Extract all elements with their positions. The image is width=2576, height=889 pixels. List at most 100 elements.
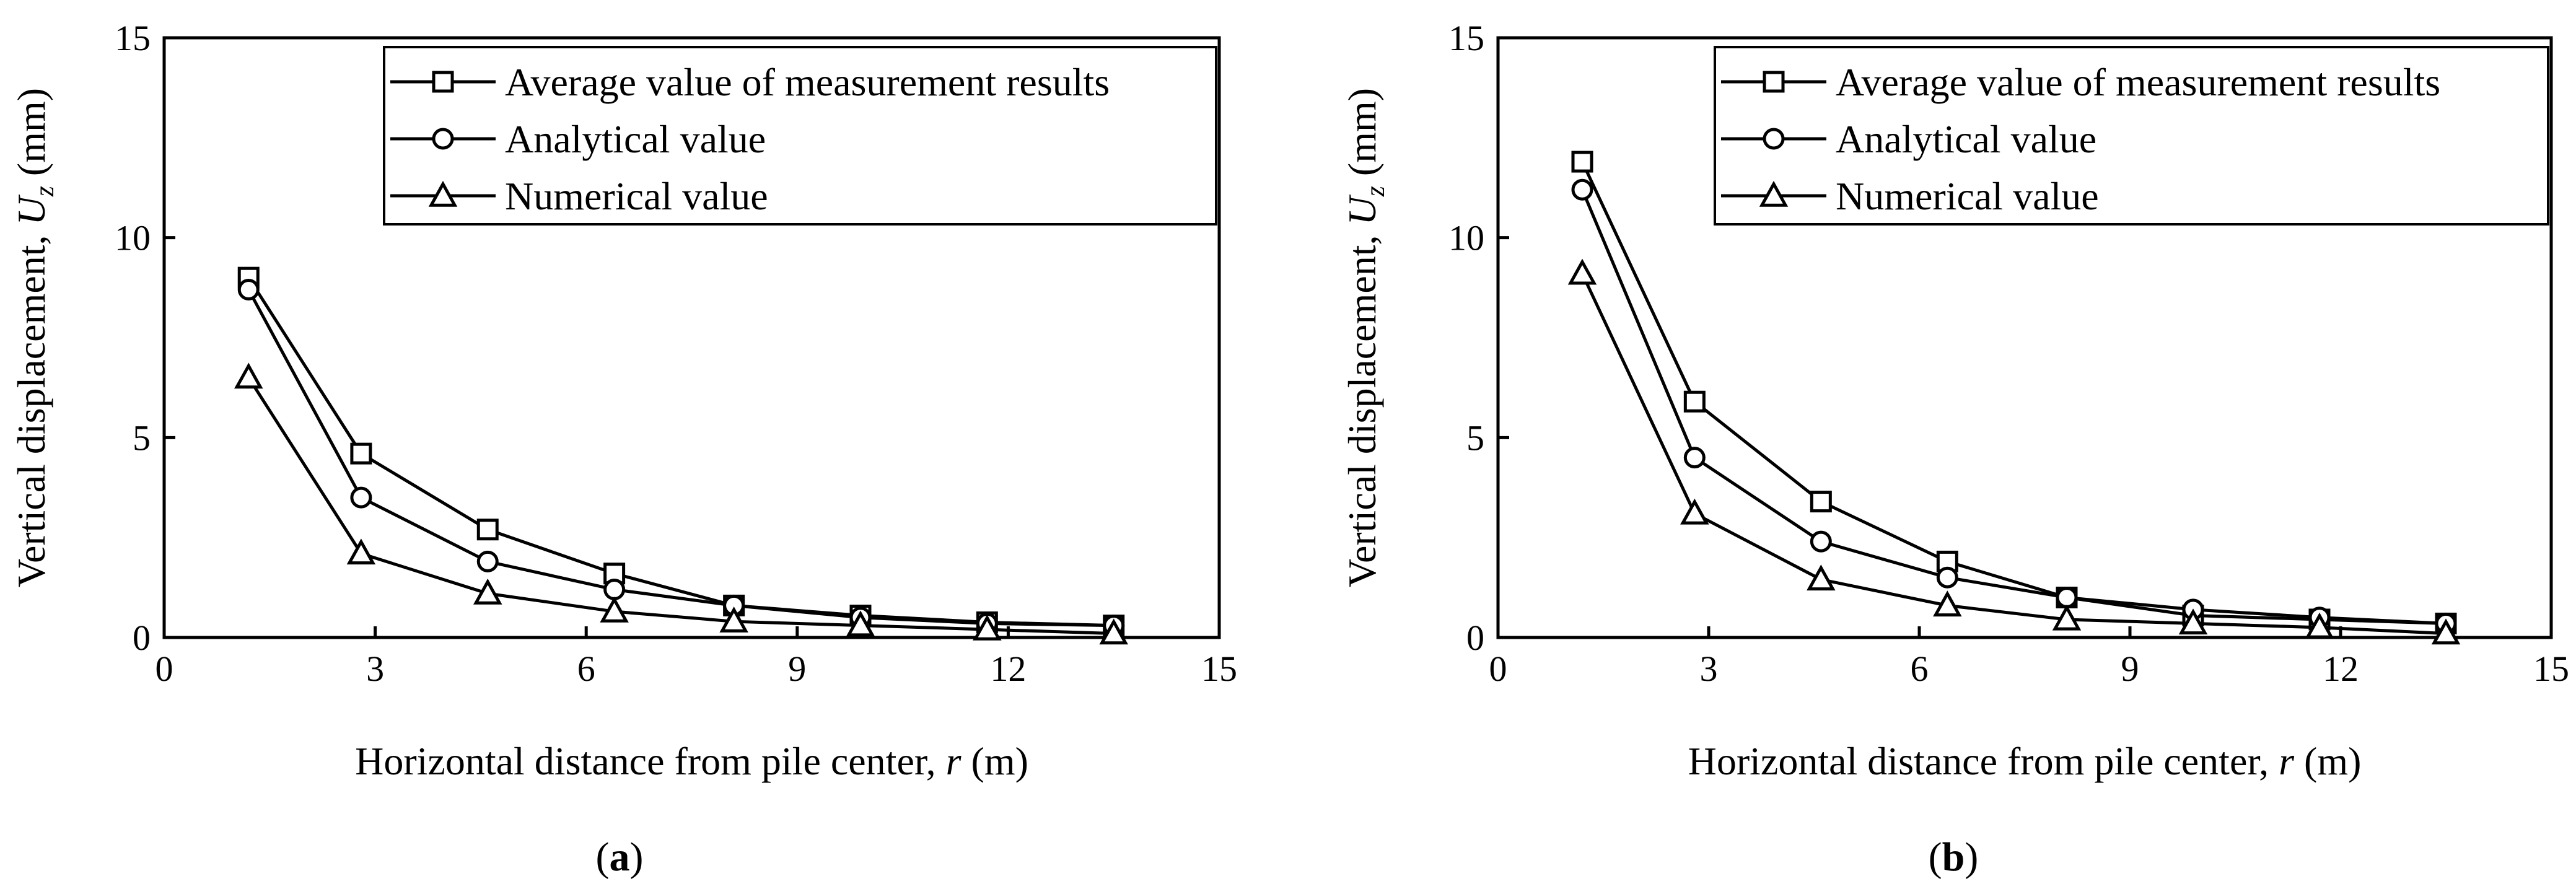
data-point-circle (476, 550, 499, 572)
panel-label-close: ) (1965, 834, 1978, 880)
y-tick-label: 15 (115, 18, 151, 58)
data-point-triangle (2305, 612, 2334, 639)
y-axis-label-unit: (mm) (9, 88, 53, 186)
y-axis-label-sub: z (29, 186, 59, 197)
series-line-square (247, 276, 1114, 628)
y-axis-label-unit: (mm) (1340, 88, 1384, 186)
legend-marker-square (432, 71, 454, 93)
data-point-square (1571, 151, 1593, 173)
x-axis-label-var: r (946, 739, 962, 783)
data-point-triangle (234, 362, 263, 389)
panel-a: 0 3 6 9 12 15 0 5 10 15 Horizontal distance from p… (9, 18, 1237, 880)
y-axis-label: Vertical displacement, Uz (mm) (1340, 88, 1390, 587)
data-point-triangle (1099, 618, 1128, 645)
data-point-circle (1936, 566, 1958, 589)
legend-marker-triangle (1759, 180, 1789, 207)
y-axis-label-main: Vertical displacement, (1340, 225, 1384, 587)
legend-label: Numerical value (505, 174, 768, 218)
legend-box (1714, 46, 2549, 226)
data-point-circle (1571, 178, 1593, 201)
y-tick-label: 0 (1466, 618, 1484, 658)
y-axis-label-sub: z (1360, 186, 1390, 197)
y-tick-label: 5 (1466, 418, 1484, 458)
x-axis-label-main: Horizontal distance from pile center, (1688, 739, 2279, 783)
data-point-triangle (473, 578, 502, 605)
series-line-circle (1580, 189, 2447, 625)
y-tick-label: 0 (133, 618, 151, 658)
legend-label: Analytical value (505, 117, 766, 161)
data-point-circle (350, 486, 372, 509)
x-tick-label: 9 (788, 649, 806, 689)
legend-marker-triangle (428, 180, 458, 207)
y-tick-label: 15 (1448, 18, 1484, 58)
data-point-triangle (346, 538, 376, 565)
legend-label: Numerical value (1836, 174, 2099, 218)
x-tick-label: 6 (577, 649, 595, 689)
data-point-triangle (1680, 498, 1709, 525)
data-point-square (350, 442, 372, 465)
x-tick-label: 3 (1700, 649, 1718, 689)
legend-marker-circle (1763, 128, 1785, 150)
y-tick-label: 10 (1448, 218, 1484, 258)
data-point-square (1810, 491, 1832, 513)
x-axis-label-main: Horizontal distance from pile center, (355, 739, 946, 783)
x-axis-label-var: r (2279, 739, 2295, 783)
panel-label: (b) (1929, 834, 1979, 880)
data-point-square (476, 519, 499, 541)
plot-frame (162, 36, 1221, 639)
data-point-triangle (1567, 258, 1597, 285)
plot-frame (1496, 36, 2553, 639)
series-line-triangle (1580, 273, 2447, 636)
data-point-circle (1683, 447, 1706, 469)
x-tick-label: 12 (990, 649, 1026, 689)
data-point-triangle (2052, 604, 2082, 631)
x-axis-label-unit: (m) (962, 739, 1028, 783)
panel-label-letter: b (1942, 834, 1965, 880)
legend-label: Average value of measurement results (505, 60, 1110, 104)
legend-box (383, 46, 1217, 226)
x-axis-label: Horizontal distance from pile center, r … (355, 739, 1028, 783)
y-axis-label-var: U (9, 194, 53, 225)
data-point-triangle (719, 607, 748, 633)
x-tick-label: 15 (2533, 649, 2569, 689)
x-tick-label: 9 (2121, 649, 2139, 689)
data-point-circle (237, 279, 260, 301)
data-point-square (1683, 390, 1706, 413)
y-axis-label-var: U (1340, 194, 1384, 225)
panel-b: 0 3 6 9 12 15 0 5 10 15 Horizontal distance from p… (1340, 18, 2569, 880)
data-point-triangle (1807, 564, 1836, 591)
y-tick-label: 10 (115, 218, 151, 258)
legend-marker-square (1763, 71, 1785, 93)
x-axis-label: Horizontal distance from pile center, r … (1688, 739, 2362, 783)
series-line-circle (247, 289, 1114, 628)
data-point-triangle (1933, 590, 1962, 617)
y-tick-label: 5 (133, 418, 151, 458)
series-line-triangle (247, 377, 1114, 636)
legend-label: Analytical value (1836, 117, 2096, 161)
panel-label-close: ) (630, 834, 644, 880)
series-line-square (1580, 160, 2447, 625)
panel-label-open: ( (1929, 834, 1942, 880)
x-tick-label: 15 (1201, 649, 1237, 689)
legend-marker-circle (432, 128, 454, 150)
y-axis-label-main: Vertical displacement, (9, 225, 53, 587)
data-point-circle (2056, 586, 2078, 608)
data-point-triangle (846, 610, 875, 637)
data-point-circle (603, 579, 626, 601)
x-tick-label: 12 (2323, 649, 2359, 689)
x-tick-label: 0 (1489, 649, 1507, 689)
data-point-triangle (2178, 608, 2208, 635)
data-point-circle (1810, 530, 1832, 553)
data-point-triangle (973, 614, 1002, 641)
x-tick-label: 0 (156, 649, 173, 689)
data-point-triangle (600, 596, 629, 623)
data-point-triangle (2431, 618, 2461, 645)
x-tick-label: 6 (1911, 649, 1929, 689)
panel-label: (a) (596, 834, 644, 880)
x-tick-label: 3 (366, 649, 384, 689)
legend-label: Average value of measurement results (1836, 60, 2440, 104)
y-axis-label: Vertical displacement, Uz (mm) (9, 88, 59, 587)
x-axis-label-unit: (m) (2294, 739, 2361, 783)
panel-label-open: ( (596, 834, 610, 880)
